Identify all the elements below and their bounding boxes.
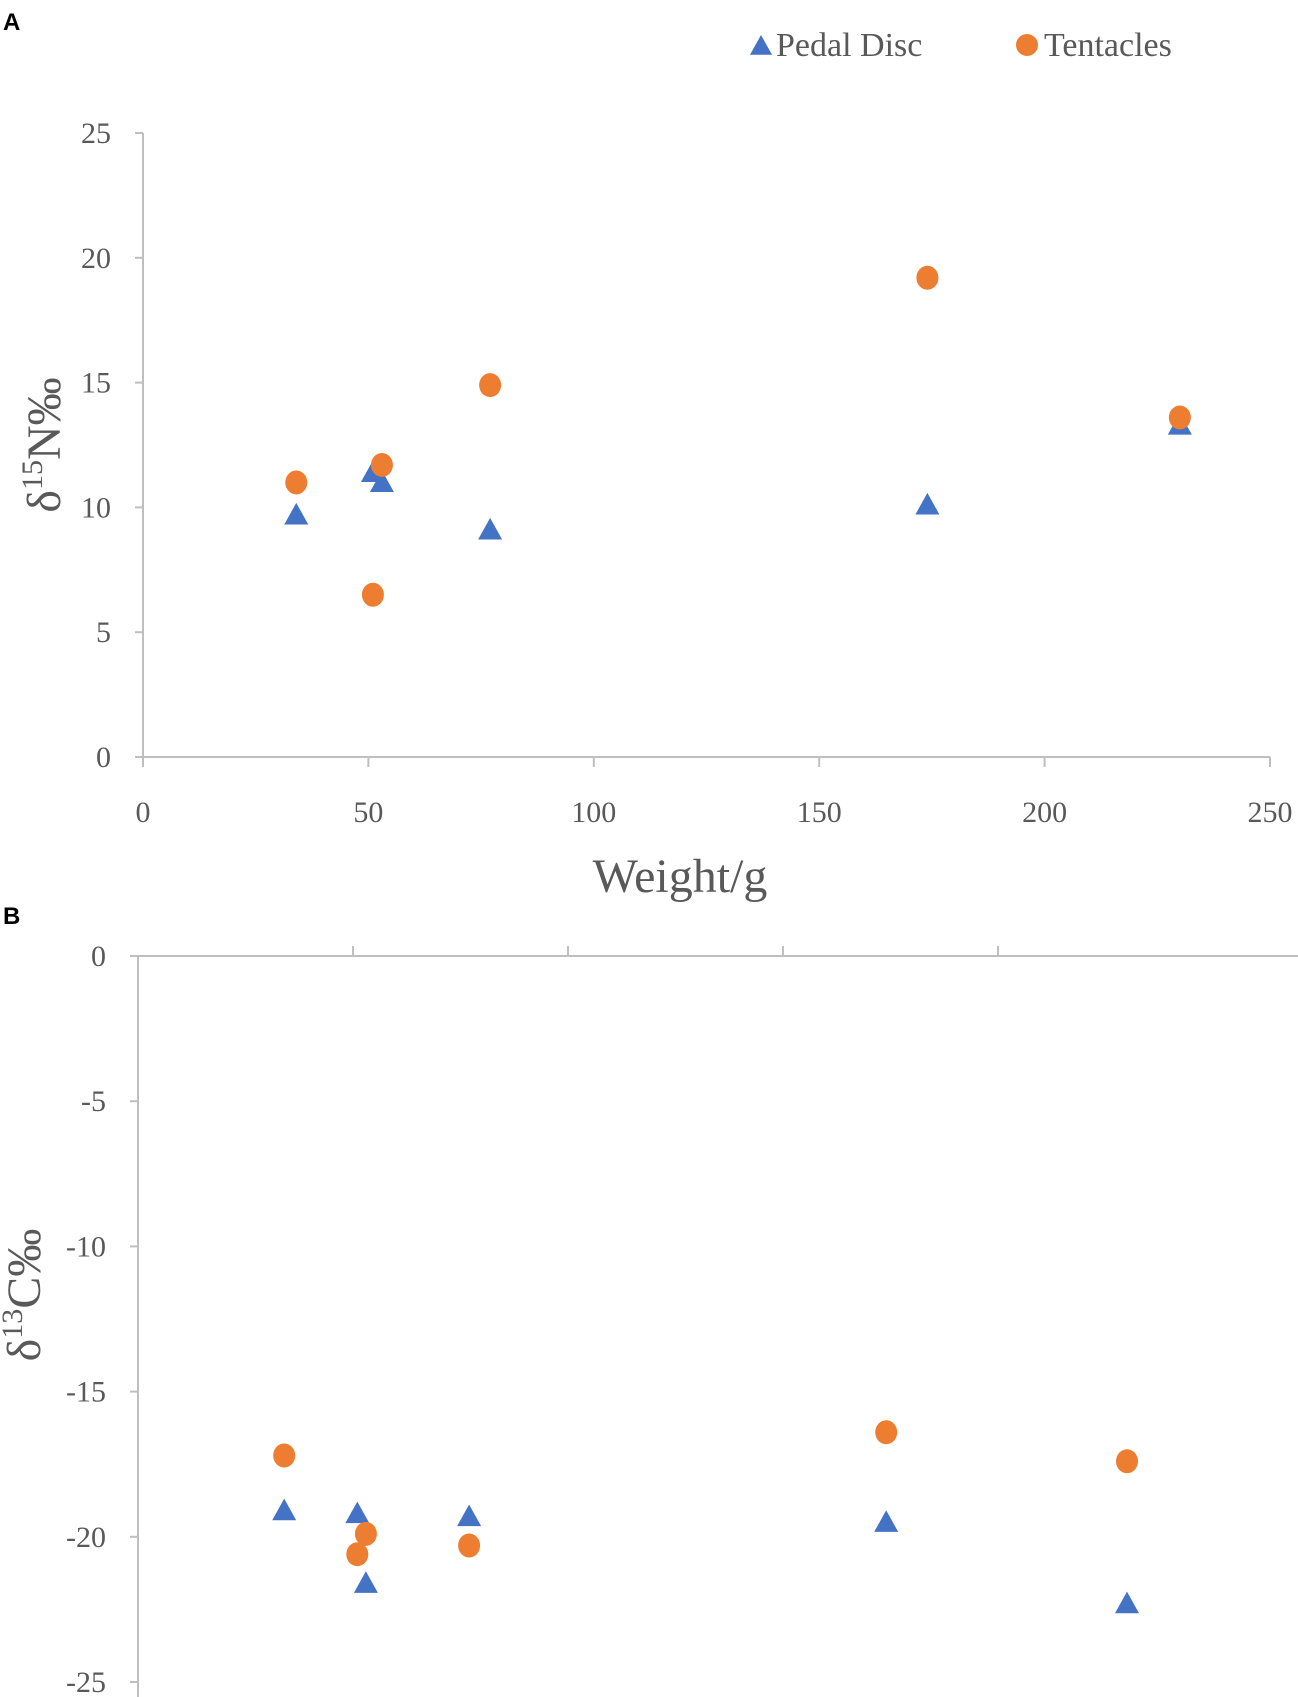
chart-a: 0 5 10 15 20 25 0 50 100 150 200 250 Weight/g δ15N… <box>16 117 1293 903</box>
chart-b-tentacles-point <box>273 1443 296 1468</box>
legend-pedal-disc-label: Pedal Disc <box>776 27 922 64</box>
legend-pedal-disc-marker <box>750 35 772 55</box>
chart-a-tentacles-point <box>916 265 939 290</box>
chart-a-pedal-disc-point <box>915 492 940 515</box>
chart-b-tentacles-point <box>346 1542 369 1567</box>
chart-a-x-tick-label: 200 <box>1022 796 1067 829</box>
chart-b-y-tick-label: -5 <box>81 1085 106 1118</box>
chart-a-pedal-disc-point <box>369 470 394 493</box>
chart-b-y-axis-title: δ13C‰ <box>0 1229 51 1362</box>
chart-b: 0 -5 -10 -15 -20 -25 δ13C‰ <box>0 940 1298 1697</box>
chart-a-x-axis-title: Weight/g <box>593 850 768 903</box>
chart-a-y-tick-label: 20 <box>81 242 111 275</box>
chart-b-y-tick-label: -20 <box>66 1521 106 1554</box>
chart-b-pedal-disc-point <box>874 1510 899 1532</box>
chart-a-tentacles-point <box>1168 405 1191 430</box>
chart-a-tentacles-point <box>285 470 308 495</box>
legend: Pedal Disc Tentacles <box>750 27 1172 64</box>
chart-a-y-tick-label: 10 <box>81 491 111 524</box>
panel-label-a: A <box>3 9 20 36</box>
chart-b-tentacles-point <box>458 1533 481 1558</box>
chart-b-pedal-disc-point <box>345 1501 370 1524</box>
chart-a-pedal-disc-point <box>284 502 309 525</box>
chart-b-tentacles-point <box>1116 1449 1138 1474</box>
chart-b-y-tick-label: -25 <box>66 1666 106 1697</box>
chart-a-pedal-disc-point <box>478 517 503 540</box>
chart-a-y-tick-label: 25 <box>81 117 111 150</box>
chart-a-y-tick-label: 5 <box>96 616 111 649</box>
chart-a-y-tick-label: 15 <box>81 367 111 400</box>
legend-tentacles-label: Tentacles <box>1044 27 1172 64</box>
chart-a-tentacles-point <box>479 373 502 398</box>
chart-a-x-tick-label: 100 <box>571 796 616 829</box>
chart-b-y-tick-label: 0 <box>91 940 106 973</box>
chart-a-tentacles-point <box>361 582 384 607</box>
chart-b-tentacles-point <box>354 1521 377 1546</box>
chart-b-y-tick-label: -10 <box>66 1230 106 1263</box>
chart-a-x-tick-label: 250 <box>1248 796 1293 829</box>
chart-b-tentacles-point <box>875 1420 898 1445</box>
chart-b-y-tick-label: -15 <box>66 1376 106 1409</box>
chart-a-x-tick-label: 150 <box>797 796 842 829</box>
chart-a-y-axis-title: δ15N‰ <box>16 377 71 512</box>
panel-label-b: B <box>3 903 20 930</box>
chart-a-tentacles-point <box>370 452 393 477</box>
chart-a-y-tick-label: 0 <box>96 741 111 774</box>
chart-b-pedal-disc-point <box>272 1498 297 1521</box>
chart-b-pedal-disc-point <box>457 1504 482 1527</box>
legend-tentacles-marker <box>1016 34 1038 56</box>
chart-b-pedal-disc-point <box>353 1571 378 1593</box>
chart-a-x-tick-label: 50 <box>353 796 383 829</box>
chart-b-pedal-disc-point <box>1115 1591 1139 1614</box>
chart-a-x-tick-label: 0 <box>136 796 151 829</box>
